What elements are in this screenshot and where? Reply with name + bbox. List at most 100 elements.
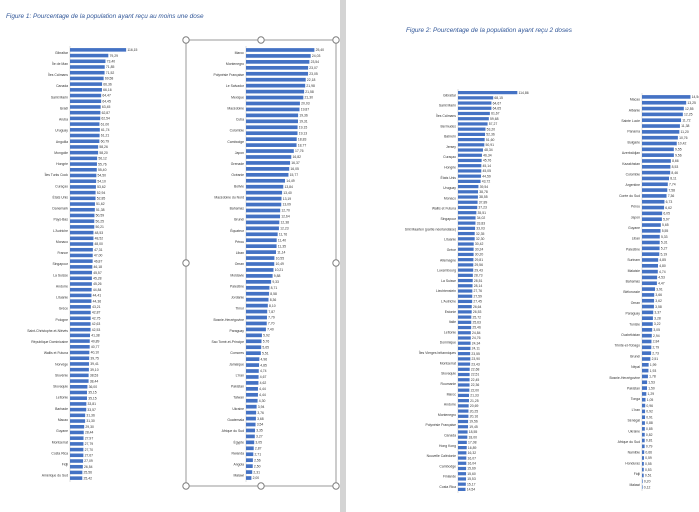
- chart-2-bar: [246, 65, 309, 70]
- chart-3-value-label: 27,45: [473, 300, 482, 304]
- chart-1-value-label: 40,77: [91, 345, 100, 349]
- chart-3-category-label: Luxembourg: [437, 269, 456, 273]
- page-gutter: [340, 0, 346, 512]
- chart-4-bar: [642, 473, 644, 478]
- chart-4-bar: [642, 164, 671, 169]
- chart-1-category-label: Wallis et Futuna: [44, 351, 68, 355]
- chart-2-value-label: 23,54: [311, 60, 320, 64]
- chart-4-value-label: 5,31: [661, 241, 668, 245]
- chart-1-bar: [70, 385, 88, 389]
- resize-handle[interactable]: [182, 36, 190, 44]
- chart-1-value-label: 42,53: [92, 328, 101, 332]
- chart-3-bar: [458, 320, 472, 324]
- chart-2-bar: [246, 202, 282, 207]
- chart-4-bar: [642, 281, 657, 286]
- chart-1-category-label: Andorre: [56, 284, 68, 288]
- chart-2-bar: [246, 125, 298, 130]
- chart-3-bar: [458, 341, 471, 345]
- chart-2-value-label: 3,05: [255, 441, 262, 445]
- chart-4-category-label: Palestine: [626, 247, 640, 251]
- chart-4-bar: [642, 415, 646, 420]
- chart-3-value-label: 21,25: [470, 399, 479, 403]
- chart-3-value-label: 19,45: [469, 425, 478, 429]
- chart-3-bar: [458, 221, 476, 225]
- chart-1-value-label: 47,00: [94, 254, 103, 258]
- chart-2-value-label: 4,44: [259, 387, 266, 391]
- chart-4-bar: [642, 374, 648, 379]
- chart-4-value-label: 0,91: [646, 415, 653, 419]
- chart-selection-frame[interactable]: [182, 36, 340, 490]
- chart-1-value-label: 69,58: [105, 77, 114, 81]
- chart-1-value-label: 25,42: [83, 476, 92, 480]
- chart-3-category-label: Lettonie: [444, 330, 456, 334]
- chart-1-value-label: 61,21: [101, 134, 110, 138]
- chart-4-bar: [642, 95, 691, 99]
- chart-2-category-label: Sao Tomé-et-Principe: [211, 340, 244, 344]
- chart-4-value-label: 1,78: [649, 375, 656, 379]
- chart-1-bar: [70, 265, 93, 269]
- chart-3-bar: [458, 252, 474, 257]
- chart-1-bar: [70, 207, 95, 212]
- chart-1-value-label: 66,36: [103, 82, 112, 86]
- chart-3-value-label: 23,90: [472, 357, 481, 361]
- chart-4-category-label: Bosnie-Herzégovine: [609, 376, 640, 380]
- chart-3-bar: [458, 211, 477, 215]
- chart-3-category-label: Dominique: [440, 341, 456, 345]
- chart-4-value-label: 5,19: [661, 252, 668, 256]
- chart-4-bar: [642, 345, 652, 350]
- chart-2-value-label: 3,54: [257, 423, 264, 427]
- chart-4-bar: [642, 118, 682, 123]
- chart-1-value-label: 51,38: [96, 208, 105, 212]
- chart-2-category-label: Macédoine: [227, 106, 244, 110]
- chart-2-value-label: 13,19: [283, 197, 292, 201]
- chart-3-bar: [458, 184, 479, 189]
- resize-handle[interactable]: [332, 36, 340, 44]
- chart-4-value-label: 11,72: [682, 118, 690, 122]
- chart-4-category-label: Azerbaïdjan: [622, 151, 640, 155]
- resize-handle[interactable]: [332, 482, 340, 490]
- chart-2-bar: [246, 464, 253, 468]
- chart-4-value-label: 6,73: [666, 200, 673, 204]
- chart-1-value-label: 54,10: [97, 179, 106, 183]
- chart-3-category-label: Roumanie: [441, 382, 457, 386]
- chart-2-value-label: 9,33: [272, 280, 279, 284]
- chart-3-value-label: 44,59: [482, 174, 491, 178]
- chart-2-bar: [246, 107, 300, 112]
- chart-2-bar: [246, 184, 284, 189]
- chart-2-category-label: Taïwan: [233, 396, 244, 400]
- chart-1-category-label: Anguilla: [56, 140, 68, 144]
- resize-handle[interactable]: [257, 482, 265, 490]
- chart-3-bar: [458, 466, 467, 471]
- chart-1-bar: [70, 225, 95, 229]
- resize-handle[interactable]: [182, 259, 190, 267]
- chart-1-bar: [70, 396, 87, 400]
- chart-2-value-label: 21,58: [305, 90, 314, 94]
- chart-3-category-label: Monaco: [444, 196, 456, 200]
- resize-handle[interactable]: [332, 259, 340, 267]
- chart-3-bar: [458, 174, 482, 178]
- resize-handle[interactable]: [257, 36, 265, 44]
- chart-1-value-label: 26,54: [84, 465, 93, 469]
- chart-2-value-label: 3,94: [258, 405, 265, 409]
- chart-3-value-label: 59,68: [490, 117, 499, 121]
- chart-4-value-label: 4,47: [658, 281, 665, 285]
- chart-4-value-label: 0,88: [646, 421, 653, 425]
- chart-3-bar: [458, 357, 471, 361]
- chart-1-value-label: 51,62: [96, 202, 105, 206]
- chart-2-value-label: 13,40: [283, 191, 292, 195]
- resize-handle[interactable]: [182, 482, 190, 490]
- chart-2-value-label: 20,03: [301, 102, 310, 106]
- chart-1-category-label: Îles Caïmans: [47, 73, 68, 77]
- chart-3-category-label: L'Autriche: [441, 300, 456, 304]
- chart-1-value-label: 52,85: [97, 197, 106, 201]
- chart-1-bar: [70, 202, 95, 206]
- chart-2-category-label: Équateur: [230, 228, 245, 233]
- chart-4-category-label: Trinité-et-Tobago: [614, 344, 640, 348]
- chart-1-category-label: Fidji: [62, 463, 68, 467]
- chart-4-category-label: Argentine: [625, 183, 640, 187]
- chart-1-value-label: 53,62: [97, 185, 106, 189]
- chart-4-value-label: 7,36: [668, 194, 675, 198]
- chart-4-value-label: 4,53: [658, 276, 665, 280]
- chart-2-bar: [246, 101, 300, 106]
